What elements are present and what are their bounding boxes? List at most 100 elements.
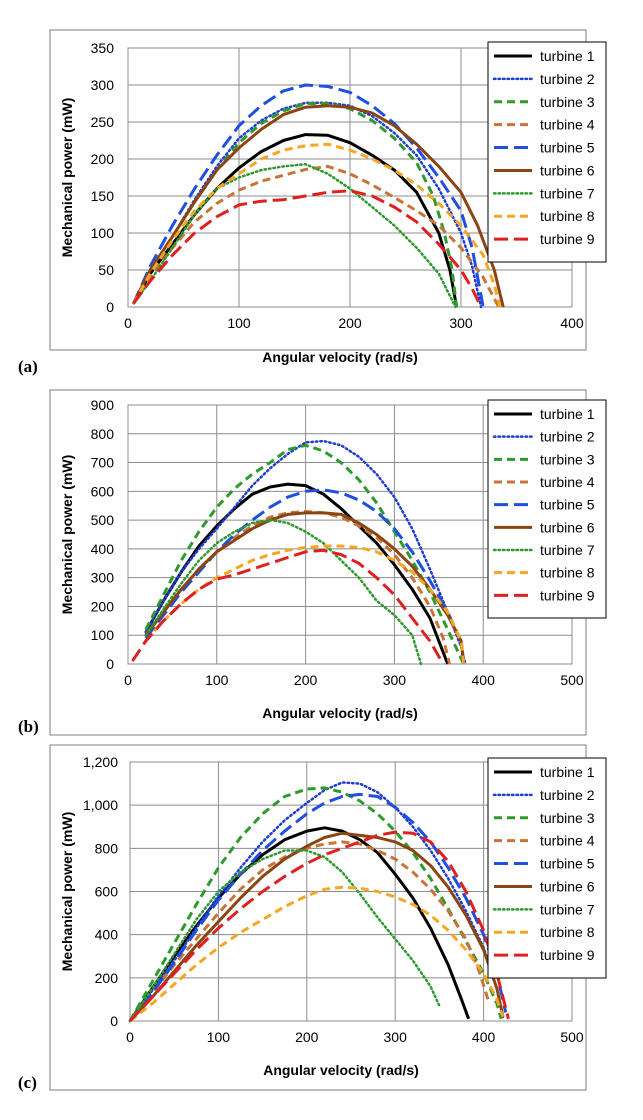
chart-panel-3: 0 100 200 300 400 500 0 200 400 600 800 1,000 1,200 A…: [18, 744, 607, 1092]
y-axis-title: Mechanical power (mW): [59, 812, 75, 971]
y-tick-label: 600: [91, 483, 115, 499]
legend-label: turbine 2: [540, 787, 595, 803]
legend-label: turbine 9: [540, 947, 595, 963]
x-tick-label: 100: [227, 315, 251, 331]
legend-label: turbine 6: [540, 162, 595, 178]
legend-label: turbine 7: [540, 901, 595, 917]
chart-panel-2: 0 100 200 300 400 500 0 100 200 300 400 500 600 700 80…: [18, 389, 607, 736]
x-tick-label: 400: [472, 1029, 496, 1045]
series-line-turbine-8: [144, 544, 466, 665]
legend-label: turbine 1: [540, 48, 595, 64]
x-tick-label: 500: [560, 672, 584, 688]
series-line-turbine-7: [132, 162, 457, 309]
legend-label: turbine 7: [540, 542, 595, 558]
series-line-turbine-7: [144, 518, 423, 666]
x-tick-label: 200: [295, 1029, 319, 1045]
y-axis-title: Mechanical power (mW): [59, 98, 75, 257]
chart-panel-1: 0 100 200 300 400 0 50 100 150 200 250 300 350 Angula…: [18, 29, 607, 376]
x-tick-label: 400: [472, 672, 496, 688]
x-tick-label: 200: [294, 672, 318, 688]
series-line-turbine-1: [144, 482, 450, 665]
legend: turbine 1 turbine 2 turbine 3 turbine 4 turb…: [487, 41, 607, 263]
series-line-turbine-4: [128, 840, 490, 1022]
y-tick-label: 0: [106, 299, 114, 315]
legend-label: turbine 8: [540, 565, 595, 581]
x-tick-label: 300: [449, 315, 473, 331]
series-line-turbine-5: [144, 488, 466, 665]
legend-label: turbine 7: [540, 185, 595, 201]
x-tick-label: 500: [560, 1029, 584, 1045]
legend-label: turbine 6: [540, 519, 595, 535]
legend-label: turbine 8: [540, 924, 595, 940]
y-tick-label: 500: [91, 512, 115, 528]
y-tick-label: 300: [91, 570, 115, 586]
y-tick-label: 400: [95, 927, 119, 943]
legend-label: turbine 9: [540, 587, 595, 603]
series-line-turbine-5: [128, 792, 508, 1022]
panel-label: (a): [18, 357, 38, 376]
series-line-turbine-9: [128, 830, 510, 1023]
y-tick-label: 200: [95, 970, 119, 986]
panel-label: (c): [18, 1073, 37, 1092]
x-tick-label: 300: [383, 672, 407, 688]
legend-label: turbine 3: [540, 810, 595, 826]
legend: turbine 1 turbine 2 turbine 3 turbine 4 turb…: [487, 757, 607, 979]
y-tick-label: 150: [91, 188, 115, 204]
legend-label: turbine 5: [540, 856, 595, 872]
x-tick-label: 300: [384, 1029, 408, 1045]
x-tick-label: 200: [338, 315, 362, 331]
y-tick-label: 50: [98, 262, 114, 278]
y-tick-label: 800: [91, 426, 115, 442]
y-tick-label: 300: [91, 77, 115, 93]
y-tick-label: 100: [91, 225, 115, 241]
legend-label: turbine 2: [540, 429, 595, 445]
legend-label: turbine 4: [540, 474, 595, 490]
series-line-turbine-6: [144, 511, 466, 662]
y-axis-title: Mechanical power (mW): [59, 455, 75, 614]
y-tick-label: 100: [91, 627, 115, 643]
y-tick-label: 800: [95, 840, 119, 856]
y-tick-label: 0: [110, 1013, 118, 1029]
x-axis-title: Angular velocity (rad/s): [262, 349, 418, 365]
x-tick-label: 100: [205, 672, 229, 688]
series-line-turbine-9: [131, 548, 445, 665]
series-line-turbine-3: [128, 786, 503, 1022]
x-axis-title: Angular velocity (rad/s): [262, 705, 418, 721]
legend-label: turbine 3: [540, 451, 595, 467]
y-tick-label: 250: [91, 114, 115, 130]
x-tick-label: 100: [207, 1029, 231, 1045]
y-tick-label: 1,000: [83, 797, 118, 813]
series-line-turbine-3: [144, 443, 466, 665]
series-line-turbine-8: [129, 885, 505, 1023]
y-tick-label: 900: [91, 397, 115, 413]
x-tick-label: 0: [126, 1029, 134, 1045]
y-tick-label: 700: [91, 455, 115, 471]
panel-label: (b): [18, 717, 39, 736]
series-line-turbine-2: [128, 781, 505, 1023]
y-tick-label: 0: [106, 656, 114, 672]
y-tick-label: 200: [91, 151, 115, 167]
x-axis-title: Angular velocity (rad/s): [263, 1062, 419, 1078]
x-tick-label: 400: [560, 315, 584, 331]
legend-label: turbine 5: [540, 497, 595, 513]
legend-label: turbine 1: [540, 764, 595, 780]
y-tick-label: 1,200: [83, 754, 118, 770]
x-tick-label: 0: [124, 315, 132, 331]
legend-label: turbine 9: [540, 231, 595, 247]
legend-label: turbine 8: [540, 208, 595, 224]
series-line-turbine-6: [128, 831, 505, 1023]
legend-label: turbine 6: [540, 878, 595, 894]
y-tick-label: 200: [91, 598, 115, 614]
series-line-turbine-4: [144, 510, 451, 665]
x-tick-label: 0: [124, 672, 132, 688]
series-line-turbine-4: [132, 164, 501, 308]
legend-label: turbine 3: [540, 94, 595, 110]
legend-label: turbine 4: [540, 833, 595, 849]
series-line-turbine-9: [132, 189, 483, 308]
series-line-turbine-2: [144, 439, 467, 666]
legend-label: turbine 5: [540, 140, 595, 156]
series-line-turbine-1: [128, 826, 471, 1022]
y-tick-label: 350: [91, 40, 115, 56]
y-tick-label: 600: [95, 884, 119, 900]
